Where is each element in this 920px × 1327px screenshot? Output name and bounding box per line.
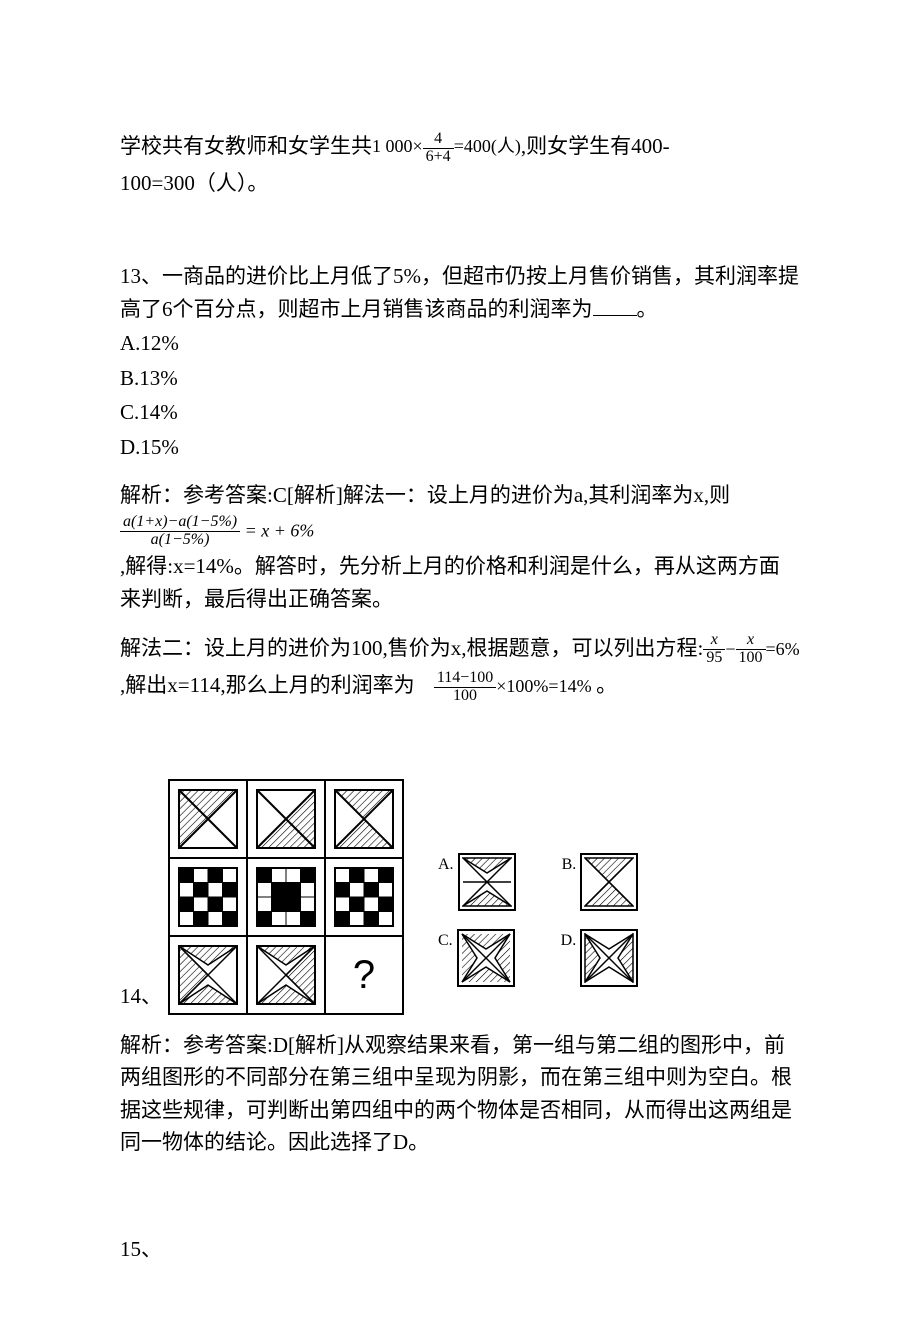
q12-formula: 1 000×46+4=400(人) xyxy=(372,136,521,156)
q14-answer: 解析：参考答案:D[解析]从观察结果来看，第一组与第二组的图形中，前两组图形的不… xyxy=(120,1029,800,1159)
q12-line1: 学校共有女教师和女学生共1 000×46+4=400(人),则女学生有400- xyxy=(120,130,800,165)
q13-stem-text: 一商品的进价比上月低了5%，但超市仍按上月售价销售，其利润率提高了6个百分点，则… xyxy=(120,264,799,321)
matrix-cell-1-1 xyxy=(169,780,247,858)
q14-option-c: C. xyxy=(438,929,515,987)
q13-answer2-eq: x95−x100=6% xyxy=(703,638,799,658)
q14-figure-row: 14、 xyxy=(120,779,800,1015)
q13-answer-mid: ,解得:x=14%。解答时，先分析上月的价格和利润是什么，再从这两方面来判断，最… xyxy=(120,550,800,615)
q13-stem: 13、一商品的进价比上月低了5%，但超市仍按上月售价销售，其利润率提高了6个百分… xyxy=(120,260,800,325)
matrix-cell-2-1 xyxy=(169,858,247,936)
q13-option-a: A.12% xyxy=(120,327,800,360)
option-d-figure xyxy=(580,929,638,987)
q14-option-a: A. xyxy=(438,853,516,911)
q13-answer2-formula2: 114−100100×100%=14% xyxy=(434,675,596,695)
question-mark-icon: ? xyxy=(353,953,375,997)
q13-number: 13、 xyxy=(120,264,162,288)
option-c-figure xyxy=(457,929,515,987)
matrix-cell-3-2 xyxy=(247,936,325,1014)
q13-option-c: C.14% xyxy=(120,396,800,429)
q12-pre: 学校共有女教师和女学生共 xyxy=(120,134,372,158)
matrix-cell-2-3 xyxy=(325,858,403,936)
q14-matrix: ? xyxy=(168,779,404,1015)
matrix-cell-2-2 xyxy=(247,858,325,936)
q12-post: ,则女学生有400- xyxy=(521,134,670,158)
q13-answer-lead: 解析：参考答案:C[解析]解法一：设上月的进价为a,其利润率为x,则 xyxy=(120,479,800,512)
q13-answer2-line2: ,解出x=114,那么上月的利润率为 114−100100×100%=14% 。 xyxy=(120,669,800,704)
matrix-cell-1-2 xyxy=(247,780,325,858)
q14-option-b: B. xyxy=(562,853,639,911)
matrix-cell-1-3 xyxy=(325,780,403,858)
matrix-cell-3-3: ? xyxy=(325,936,403,1014)
q13-option-b: B.13% xyxy=(120,362,800,395)
blank-fill xyxy=(593,296,637,316)
q14-options: A. B. xyxy=(438,853,638,1015)
option-a-figure xyxy=(458,853,516,911)
q14-option-d: D. xyxy=(561,929,639,987)
q14-number: 14、 xyxy=(120,980,162,1015)
option-b-figure xyxy=(580,853,638,911)
matrix-cell-3-1 xyxy=(169,936,247,1014)
q15-number: 15、 xyxy=(120,1233,800,1266)
q13-option-d: D.15% xyxy=(120,431,800,464)
q12-line2: 100=300（人）。 xyxy=(120,167,800,200)
q13-answer2: 解法二：设上月的进价为100,售价为x,根据题意，可以列出方程:x95−x100… xyxy=(120,632,800,667)
q13-answer-formula1: a(1+x)−a(1−5%) a(1−5%) = x + 6% xyxy=(120,514,800,549)
